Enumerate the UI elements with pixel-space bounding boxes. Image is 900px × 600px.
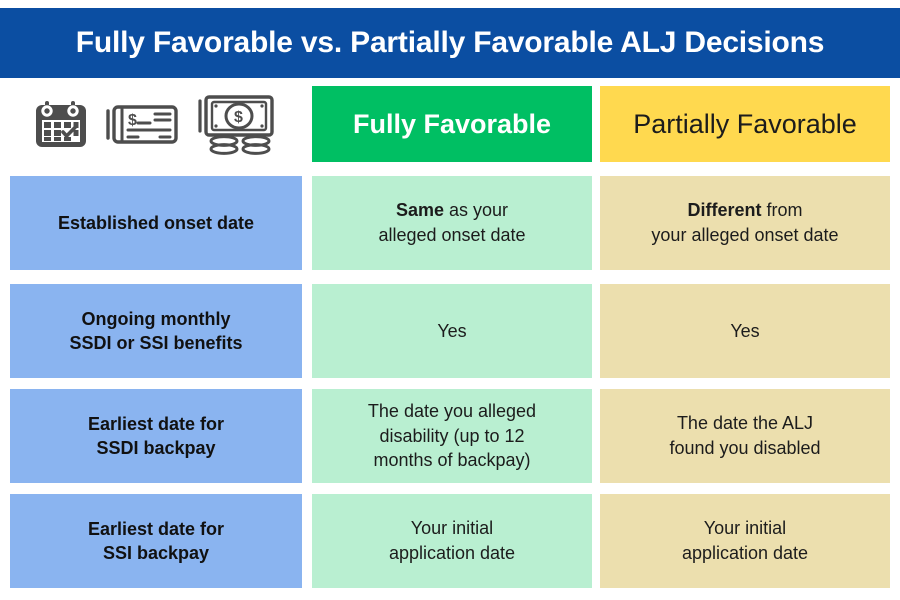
- cell-lead-word: Same: [395, 200, 444, 221]
- cell-line2: alleged onset date: [378, 225, 526, 245]
- column-header-partially-favorable-label: Partially Favorable: [633, 108, 857, 139]
- cheque-icon: $: [106, 98, 180, 150]
- column-header-fully-favorable: Fully Favorable: [312, 86, 592, 162]
- cell-line1: Your initial: [410, 518, 494, 539]
- cell-line2: your alleged onset date: [651, 225, 839, 245]
- cell-fully-established-onset-date: Same as your alleged onset date: [312, 176, 592, 270]
- cell-line1: Your initial: [703, 518, 787, 539]
- table-row: Earliest date for SSI backpay Your initi…: [0, 494, 900, 588]
- cell-line3: months of backpay): [373, 450, 531, 471]
- row-label-established-onset-date: Established onset date: [10, 176, 302, 270]
- cell-line2: application date: [681, 543, 809, 563]
- cash-icon: $: [196, 91, 280, 157]
- cell-partially-earliest-ssdi-backpay: The date the ALJ found you disabled: [600, 389, 890, 483]
- column-header-fully-favorable-label: Fully Favorable: [352, 108, 552, 139]
- cell-line1: Yes: [730, 320, 760, 341]
- cell-line1: The date the ALJ: [676, 413, 814, 434]
- row-label-line1: Earliest date for: [87, 413, 225, 434]
- row-label-line2: SSDI backpay: [96, 438, 216, 458]
- cell-lead-word: Different: [687, 200, 762, 221]
- cell-fully-ongoing-monthly-benefits: Yes: [312, 284, 592, 378]
- cell-partially-established-onset-date: Different from your alleged onset date: [600, 176, 890, 270]
- cell-partially-ongoing-monthly-benefits: Yes: [600, 284, 890, 378]
- title-banner: Fully Favorable vs. Partially Favorable …: [0, 8, 900, 78]
- cell-line1: Yes: [437, 320, 467, 341]
- comparison-table: $: [0, 86, 900, 592]
- row-label-line1: Earliest date for: [87, 518, 225, 539]
- row-label-line2: SSI backpay: [102, 543, 210, 563]
- calendar-check-icon: [32, 96, 90, 152]
- column-header-partially-favorable: Partially Favorable: [600, 86, 890, 162]
- cell-lead-rest: from: [761, 200, 803, 221]
- page-title: Fully Favorable vs. Partially Favorable …: [75, 26, 825, 59]
- table-row: Earliest date for SSDI backpay The date …: [0, 389, 900, 483]
- svg-text:$: $: [234, 109, 243, 126]
- cell-line2: found you disabled: [669, 438, 821, 458]
- table-row: Ongoing monthly SSDI or SSI benefits Yes…: [0, 284, 900, 378]
- row-label-earliest-ssi-backpay: Earliest date for SSI backpay: [10, 494, 302, 588]
- row-label-line2: SSDI or SSI benefits: [69, 333, 243, 353]
- row-label-ongoing-monthly-benefits: Ongoing monthly SSDI or SSI benefits: [10, 284, 302, 378]
- header-icons-cell: $: [10, 86, 302, 162]
- cell-partially-earliest-ssi-backpay: Your initial application date: [600, 494, 890, 588]
- svg-text:$: $: [128, 112, 137, 129]
- row-label-earliest-ssdi-backpay: Earliest date for SSDI backpay: [10, 389, 302, 483]
- cell-fully-earliest-ssi-backpay: Your initial application date: [312, 494, 592, 588]
- cell-line2: application date: [388, 543, 516, 563]
- row-label-line1: Ongoing monthly: [81, 308, 231, 329]
- cell-lead-rest: as your: [444, 200, 509, 221]
- cell-fully-earliest-ssdi-backpay: The date you alleged disability (up to 1…: [312, 389, 592, 483]
- cell-line2: disability (up to 12: [379, 425, 525, 446]
- cell-line1: The date you alleged: [367, 400, 537, 421]
- table-row: Established onset date Same as your alle…: [0, 176, 900, 270]
- table-header-row: $: [0, 86, 900, 162]
- row-label-text: Established onset date: [57, 212, 255, 233]
